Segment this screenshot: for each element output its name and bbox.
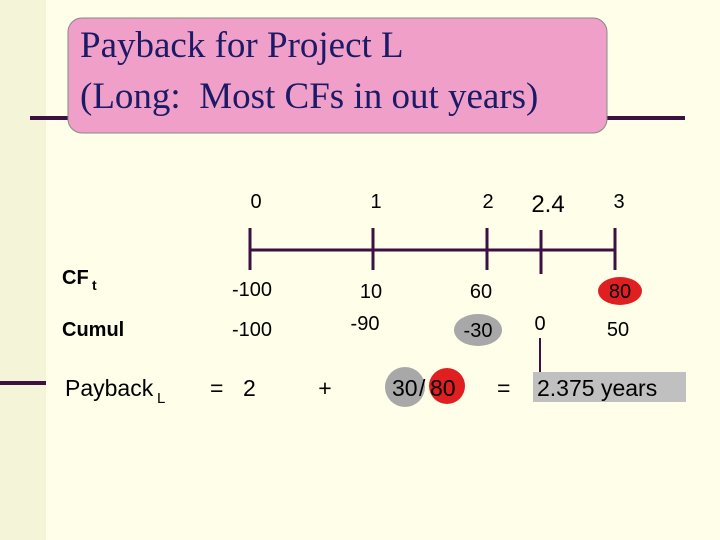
highlight [598, 277, 642, 305]
result-box [533, 372, 686, 402]
cell: -90 [351, 313, 380, 335]
period-label: 0 [250, 191, 261, 213]
highlight [429, 368, 465, 404]
period-label: 2.4 [531, 191, 564, 218]
fraction-numerator: 30 [392, 375, 418, 401]
payback-result: 2.375 years [537, 375, 657, 401]
fraction-denominator: 80 [430, 375, 456, 401]
period-label: 1 [370, 191, 381, 213]
title-line: Payback for Project L [80, 25, 404, 66]
title-line: (Long: Most CFs in out years) [80, 76, 538, 117]
operator: + [318, 375, 331, 401]
cell: -100 [232, 319, 272, 341]
period-label: 2 [482, 191, 493, 213]
row-subscript: t [92, 277, 97, 293]
cell: 10 [360, 281, 382, 303]
highlight [454, 314, 502, 346]
payback-label: Payback [65, 375, 154, 401]
row-label: Cumul [62, 319, 124, 341]
side-strip [0, 0, 46, 540]
row-label: CF [62, 267, 89, 289]
operator: = [210, 375, 223, 401]
highlight [385, 367, 425, 407]
payback-subscript: L [157, 390, 165, 407]
cell: 80 [609, 281, 631, 303]
cell: -30 [464, 320, 493, 342]
cell: 0 [534, 313, 545, 335]
title-box [67, 17, 608, 134]
cell: 50 [607, 319, 629, 341]
payback-base: 2 [243, 375, 256, 401]
timeline [248, 228, 617, 380]
operator: = [497, 375, 510, 401]
period-label: 3 [613, 191, 624, 213]
cell: -100 [232, 279, 272, 301]
fraction-slash: / [419, 375, 426, 401]
cell: 60 [470, 281, 492, 303]
